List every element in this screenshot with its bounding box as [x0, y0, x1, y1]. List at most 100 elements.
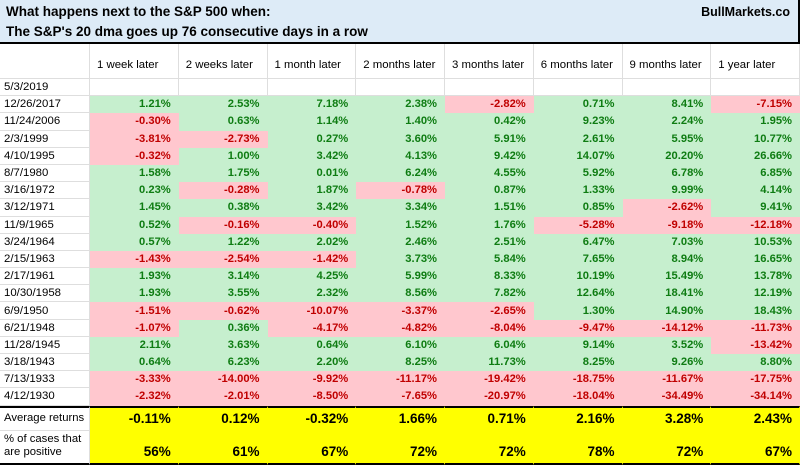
return-cell: -11.67% — [622, 371, 712, 389]
return-cell: -8.50% — [267, 388, 357, 406]
return-cell: 5.91% — [445, 130, 534, 148]
return-cell — [90, 79, 179, 97]
return-cell: 3.73% — [356, 250, 445, 269]
return-cell: -1.51% — [90, 302, 179, 320]
date-cell: 3/18/1943 — [0, 354, 90, 372]
table-row: 8/7/1980 1.58% 1.75% 0.01% 6.24% 4.55% 5.92% 6.… — [0, 164, 800, 183]
return-cell: 7.65% — [533, 250, 623, 269]
return-cell: 1.21% — [90, 96, 179, 114]
return-cell: 6.24% — [356, 164, 445, 183]
return-cell: 1.30% — [533, 302, 623, 320]
date-cell: 11/28/1945 — [0, 336, 90, 354]
return-cell: 0.85% — [533, 199, 623, 217]
return-cell: 0.71% — [533, 96, 623, 114]
return-cell: 5.84% — [445, 250, 534, 269]
return-cell: -2.65% — [445, 302, 534, 320]
return-cell — [622, 79, 712, 97]
summary-value-cell: 2.16% — [533, 405, 623, 431]
return-cell: 7.18% — [267, 96, 357, 114]
return-cell: -7.65% — [356, 388, 445, 406]
summary-value-cell: 3.28% — [622, 405, 712, 431]
return-cell: -2.32% — [90, 388, 179, 406]
return-cell: -10.07% — [267, 302, 357, 320]
title-line-2: The S&P's 20 dma goes up 76 consecutive … — [6, 24, 368, 39]
table-row: 2/15/1963 -1.43% -2.54% -1.42% 3.73% 5.84% 7.6… — [0, 250, 800, 269]
return-cell: 12.64% — [533, 285, 623, 303]
return-cell: 0.63% — [178, 113, 268, 131]
return-cell: 6.10% — [356, 336, 445, 354]
return-cell: 0.01% — [267, 164, 357, 183]
brand-watermark: BullMarkets.co — [701, 5, 790, 19]
column-header: 6 months later — [533, 44, 623, 79]
return-cell: 10.19% — [533, 268, 623, 286]
summary-value-cell: 1.66% — [356, 405, 445, 431]
table-row: 3/16/1972 0.23% -0.28% 1.87% -0.78% 0.87% 1.33… — [0, 182, 800, 200]
column-header: 1 year later — [711, 44, 800, 79]
return-cell: 9.23% — [533, 113, 623, 131]
return-cell: 1.40% — [356, 113, 445, 131]
table-title: What happens next to the S&P 500 when: T… — [0, 0, 800, 44]
summary-row: Average returns -0.11% 0.12% -0.32% 1.66% 0.7… — [0, 405, 800, 431]
column-header: 2 months later — [356, 44, 445, 79]
table-row: 6/9/1950 -1.51% -0.62% -10.07% -3.37% -2.65% 1… — [0, 302, 800, 320]
return-cell: -14.12% — [622, 319, 712, 337]
return-cell: 15.49% — [622, 268, 712, 286]
return-cell: 10.77% — [711, 130, 800, 148]
return-cell: 6.78% — [622, 164, 712, 183]
return-cell: 3.42% — [267, 147, 357, 165]
return-cell: 1.00% — [178, 147, 268, 165]
return-cell: -4.17% — [267, 319, 357, 337]
return-cell: 6.47% — [533, 233, 623, 251]
column-header: 1 week later — [90, 44, 179, 79]
return-cell — [533, 79, 623, 97]
table-row: 3/18/1943 0.64% 6.23% 2.20% 8.25% 11.73% 8.25%… — [0, 354, 800, 372]
return-cell: -11.17% — [356, 371, 445, 389]
return-cell: 14.07% — [533, 147, 623, 165]
date-cell: 12/26/2017 — [0, 96, 90, 114]
return-cell: 8.94% — [622, 250, 712, 269]
summary-value-cell: 67% — [711, 430, 800, 465]
column-header: 3 months later — [445, 44, 534, 79]
table-row: 10/30/1958 1.93% 3.55% 2.32% 8.56% 7.82% 12.64… — [0, 285, 800, 303]
return-cell: -34.14% — [711, 388, 800, 406]
column-header: 1 month later — [267, 44, 357, 79]
summary-value-cell: 0.12% — [178, 405, 268, 431]
summary-value-cell: 56% — [90, 430, 179, 465]
date-cell: 3/16/1972 — [0, 182, 90, 200]
summary-value-cell: -0.32% — [267, 405, 357, 431]
return-cell: 0.23% — [90, 182, 179, 200]
returns-table: 1 week later 2 weeks later 1 month later 2 … — [0, 44, 800, 465]
return-cell: -18.04% — [533, 388, 623, 406]
return-cell: 3.60% — [356, 130, 445, 148]
summary-value-cell: 78% — [533, 430, 623, 465]
table-row: 12/26/2017 1.21% 2.53% 7.18% 2.38% -2.82% 0.71… — [0, 96, 800, 114]
header-row: 1 week later 2 weeks later 1 month later 2 … — [0, 44, 800, 79]
return-cell: -7.15% — [711, 96, 800, 114]
return-cell: 1.51% — [445, 199, 534, 217]
return-cell: -19.42% — [445, 371, 534, 389]
date-cell: 3/12/1971 — [0, 199, 90, 217]
return-cell: 20.20% — [622, 147, 712, 165]
return-cell: 13.78% — [711, 268, 800, 286]
return-cell: -2.01% — [178, 388, 268, 406]
summary-value-cell: 61% — [178, 430, 268, 465]
return-cell: 2.20% — [267, 354, 357, 372]
table-row: 11/24/2006 -0.30% 0.63% 1.14% 1.40% 0.42% 9.23… — [0, 113, 800, 131]
return-cell: 6.23% — [178, 354, 268, 372]
summary-label: % of cases that are positive — [0, 430, 90, 465]
return-cell: 1.75% — [178, 164, 268, 183]
return-cell: -13.42% — [711, 336, 800, 354]
return-cell: 0.52% — [90, 216, 179, 234]
return-cell: 3.52% — [622, 336, 712, 354]
summary-value-cell: 67% — [267, 430, 357, 465]
return-cell: -2.82% — [445, 96, 534, 114]
return-cell: 1.14% — [267, 113, 357, 131]
date-cell: 11/9/1965 — [0, 216, 90, 234]
return-cell: 2.51% — [445, 233, 534, 251]
return-cell: 2.61% — [533, 130, 623, 148]
return-cell: 5.95% — [622, 130, 712, 148]
return-cell: 3.42% — [267, 199, 357, 217]
date-cell: 10/30/1958 — [0, 285, 90, 303]
return-cell: 0.38% — [178, 199, 268, 217]
table-row: 4/10/1995 -0.32% 1.00% 3.42% 4.13% 9.42% 14.07… — [0, 147, 800, 165]
